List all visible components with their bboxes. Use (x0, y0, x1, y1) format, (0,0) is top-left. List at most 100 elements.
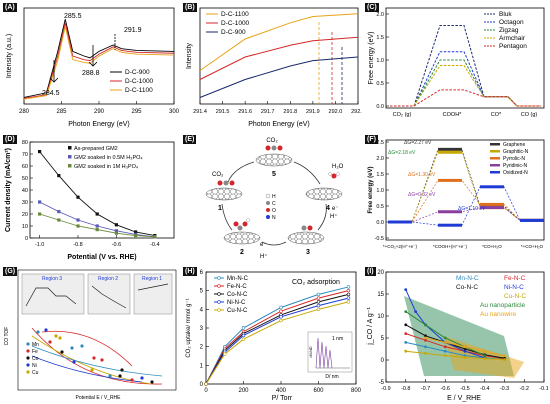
x-tick-label: -0.2 (520, 386, 529, 392)
data-point (118, 374, 122, 378)
y-tick-label: 2.0 (376, 156, 384, 162)
x-tick-label: 291.9 (306, 109, 320, 115)
y-tick-label: 60 (22, 164, 28, 170)
data-point (150, 380, 154, 384)
data-point (346, 285, 351, 289)
legend-label: Graphene (503, 142, 525, 148)
legend-label: Fe (32, 349, 38, 355)
adsorbed-co2 (217, 180, 235, 186)
adsorbed-co (301, 225, 313, 231)
legend-label: Fe-N-C (504, 275, 526, 282)
energy-level (438, 223, 462, 227)
data-point (36, 330, 40, 334)
data-point (346, 288, 351, 293)
x-tick-label: 280 (19, 109, 30, 115)
data-point (92, 356, 96, 360)
x-tick-label: -0.6 (112, 242, 121, 248)
data-point (108, 374, 112, 378)
x-tick-label: 300 (169, 109, 180, 115)
series-line (199, 13, 359, 71)
data-point (57, 174, 61, 178)
legend-label: D-C-1100 (221, 11, 249, 18)
legend-swatch (490, 157, 500, 160)
x-tick-label: 290 (94, 109, 105, 115)
legend-label: As-prepared GM2 (74, 146, 118, 152)
data-point (80, 344, 84, 348)
data-point (424, 336, 427, 340)
data-point (95, 212, 99, 216)
data-point (223, 352, 227, 356)
x-tick-label: -0.6 (441, 386, 450, 392)
data-point (134, 234, 138, 238)
y-axis-label: Current density (mA/cm²) (5, 148, 12, 232)
data-point (57, 210, 61, 214)
series-line (205, 286, 349, 385)
legend-marker (217, 284, 221, 288)
legend-label: Pentagon (499, 43, 527, 50)
data-point (424, 345, 427, 349)
data-point (483, 357, 487, 361)
series-connector (388, 151, 544, 223)
panel-a: (A) 280 285 290 295 300 Photon Energy (eV) I… (2, 2, 180, 130)
x-tick-label: 800 (351, 388, 362, 394)
series-line (199, 56, 359, 98)
panel-d: (D) 0 10 20 30 40 50 60 70 80 -1.0 -0.8 -0.6 -0.4 P… (2, 134, 180, 262)
y-tick-label: 0 (25, 236, 28, 242)
data-point (90, 368, 94, 372)
catalyst-sheet-4 (305, 187, 343, 201)
x-tick-label: 291.7 (261, 109, 275, 115)
data-point (503, 354, 506, 357)
data-point (316, 296, 321, 300)
y-tick-label: 0 (200, 382, 204, 388)
legend-label: GM2 soaked in 0.5M H₃PO₄ (74, 155, 143, 161)
panel-tag: (A) (3, 3, 17, 12)
water-molecule (328, 172, 340, 179)
x-category-label: *CO+H₂O (482, 244, 502, 249)
data-point (38, 200, 42, 204)
data-point (70, 346, 74, 350)
y-tick-label: 50 (22, 176, 28, 182)
x-tick-label: 295 (131, 109, 142, 115)
diagram-e: CO₂ CO₂ H₂O H⁺ e⁻ H⁺ e⁻ 1 2 3 4 5 H C O … (205, 138, 344, 260)
y-tick-label: 20 (377, 270, 384, 276)
series-line (390, 65, 541, 107)
legend-label: Ni (32, 363, 37, 369)
energy-level (480, 202, 504, 206)
series-connector (388, 180, 544, 223)
y-tick-label: 6 (200, 270, 204, 276)
legend-marker (217, 292, 221, 296)
data-point (404, 341, 408, 344)
x-tick-label: -0.9 (381, 386, 390, 392)
x-category-label: COOH* (443, 112, 463, 118)
legend-label: Armchair (499, 35, 526, 42)
data-point (76, 195, 80, 199)
legend-swatch (490, 150, 500, 153)
x-tick-label: 291.8 (283, 109, 297, 115)
legend-label: Cu (32, 370, 39, 376)
legend-label: Zigzag (499, 27, 519, 34)
pore-size-inset: 1 nm D/ nm dV/dD (307, 331, 353, 380)
series-line (405, 289, 485, 359)
x-tick-label: 400 (276, 388, 287, 394)
x-tick-label: -1.0 (35, 242, 44, 248)
legend-label: Mn (32, 342, 39, 348)
panel-tag: (G) (3, 267, 18, 276)
y-tick-label: 1.5 (376, 172, 384, 178)
chart-f: -0.5 0.0 0.5 1.0 1.5 2.0 2.5 *+CO₂+2(H⁺+e⁻) *CO… (368, 139, 545, 249)
legend-swatch (490, 143, 500, 146)
data-point (134, 230, 138, 234)
series-line (405, 350, 505, 361)
x-tick-label: -0.3 (500, 386, 509, 392)
x-tick-label: 285 (56, 109, 67, 115)
chart-title: CO₂ adsorption (292, 279, 340, 286)
legend-label: Pyridinic-N (503, 163, 528, 169)
y-tick-label: 1.0 (376, 58, 384, 64)
panel-i: (I) -5 0 5 10 15 20 -0.9 -0.8 -0.7 -0.6 -0.5 -0.4-… (364, 266, 548, 402)
legend-swatch (490, 164, 500, 167)
data-point (424, 352, 427, 355)
data-point (463, 355, 467, 359)
legend-label: Au nanowire (480, 311, 517, 318)
y-tick-label: 80 (22, 140, 28, 146)
delta-g-label: ΔG=0.32 eV (408, 192, 436, 198)
y-tick-label: 0.0 (376, 104, 384, 110)
